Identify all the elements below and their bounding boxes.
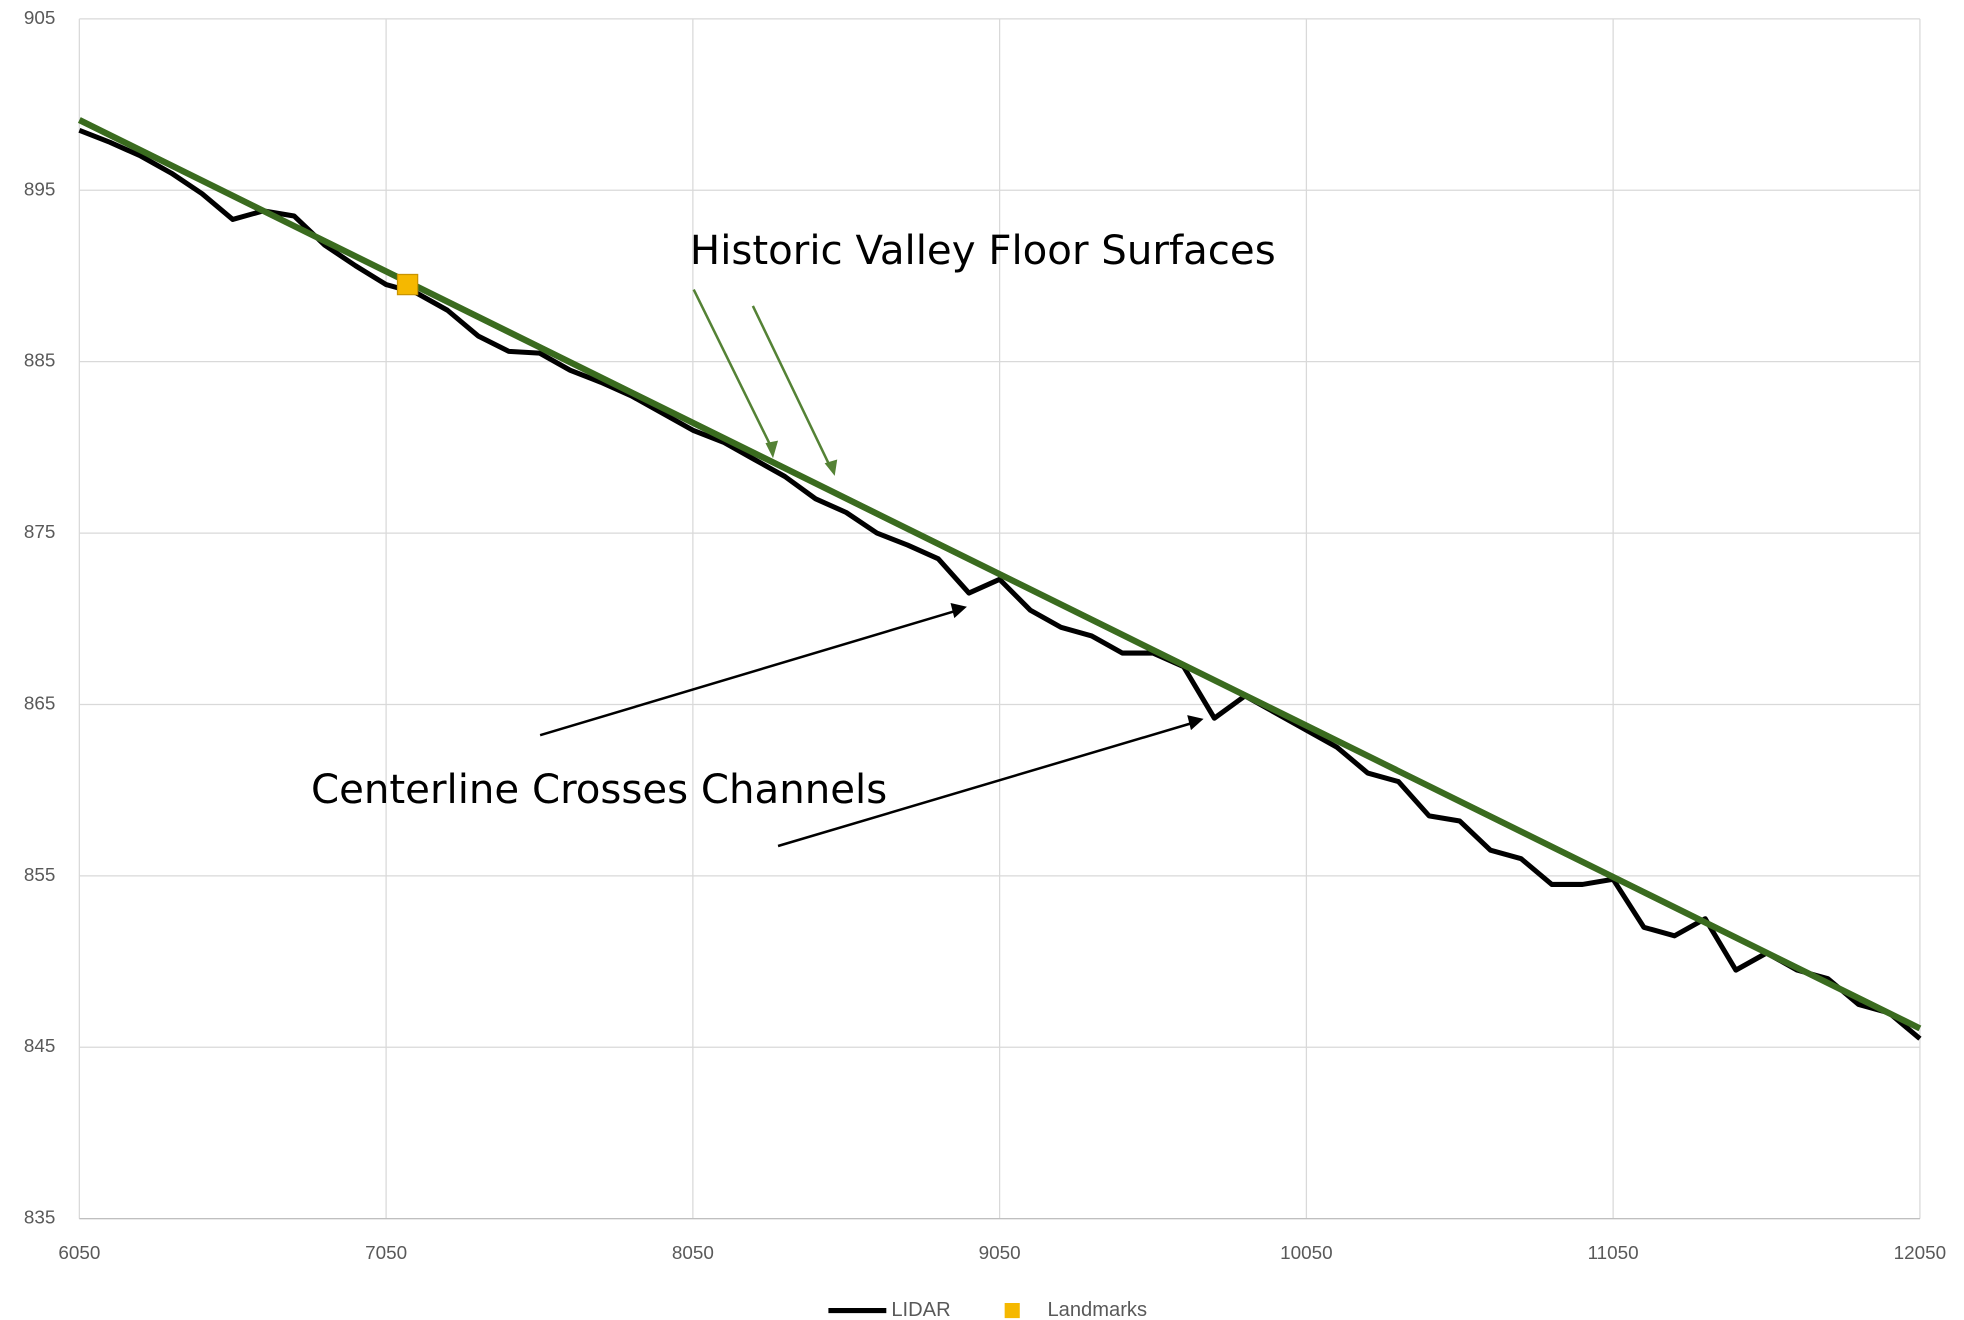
arrow-head xyxy=(765,440,779,459)
arrow xyxy=(777,721,1194,848)
x-tick-label: 10050 xyxy=(1280,1243,1333,1264)
arrow-head xyxy=(824,459,838,476)
y-tick-label: 835 xyxy=(24,1208,56,1229)
legend-swatch xyxy=(1004,1303,1020,1319)
arrow-head xyxy=(1187,715,1204,731)
annotation: Historic Valley Floor Surfaces xyxy=(690,228,1276,274)
arrow xyxy=(692,289,775,452)
x-tick-label: 6050 xyxy=(58,1243,100,1264)
arrow xyxy=(751,305,833,469)
arrow xyxy=(539,609,958,737)
y-tick-label: 905 xyxy=(24,8,56,29)
x-tick-label: 9050 xyxy=(979,1243,1021,1264)
x-tick-label: 8050 xyxy=(672,1243,714,1264)
x-tick-label: 7050 xyxy=(365,1243,407,1264)
x-tick-label: 11050 xyxy=(1588,1243,1639,1264)
series-line xyxy=(77,117,1922,1032)
y-tick-label: 885 xyxy=(24,351,56,372)
y-tick-label: 845 xyxy=(24,1036,56,1057)
x-tick-label: 12050 xyxy=(1894,1243,1946,1264)
y-tick-label: 875 xyxy=(24,522,56,543)
y-tick-label: 895 xyxy=(24,179,56,200)
landmark-point xyxy=(396,273,419,296)
annotation-arrows xyxy=(539,289,1204,848)
arrow-head xyxy=(950,603,967,619)
annotation: Centerline Crosses Channels xyxy=(311,767,887,813)
legend-label: LIDAR xyxy=(891,1299,950,1320)
legend-label: Landmarks xyxy=(1047,1299,1147,1320)
y-tick-label: 855 xyxy=(24,865,56,886)
grid xyxy=(78,18,1921,1220)
y-tick-label: 865 xyxy=(24,693,56,714)
